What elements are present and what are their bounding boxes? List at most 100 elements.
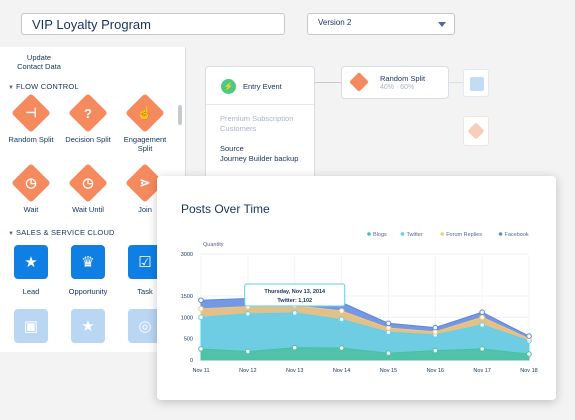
- legend-label: Blogs: [373, 232, 387, 238]
- lead-icon: ★: [14, 245, 48, 279]
- case-icon: ▣: [14, 309, 48, 343]
- legend-swatch: [367, 232, 371, 236]
- x-tick-label: Nov 18: [520, 368, 537, 374]
- decision-split-tool[interactable]: ? Decision Split: [60, 93, 116, 144]
- point-blogs: [338, 345, 345, 351]
- point-facebook: [432, 324, 439, 331]
- source-label: Source: [220, 144, 244, 153]
- join-tool[interactable]: ⋗ Join: [117, 163, 173, 214]
- tooltip-value: Twitter: 1,102: [277, 298, 312, 304]
- tool-label: Join: [138, 205, 152, 214]
- add-mem-tool[interactable]: ◎ Add Mem: [117, 309, 173, 352]
- engagement-split-icon: ☝: [125, 93, 165, 133]
- decision-split-icon: ?: [68, 93, 108, 133]
- version-select-value: Version 2: [318, 18, 352, 27]
- tool-label: Wait: [23, 205, 39, 214]
- legend-label: Facebook: [505, 232, 529, 238]
- point-blogs: [385, 350, 392, 356]
- point-facebook: [479, 309, 485, 316]
- split-icon: [467, 122, 485, 140]
- x-tick-label: Nov 15: [380, 368, 397, 374]
- tool-label: Case: [3, 351, 59, 352]
- tool-label: Wait Until: [72, 205, 104, 214]
- tooltip-box: [244, 283, 346, 307]
- point-blogs: [245, 348, 251, 355]
- sales-service-label: SALES & SERVICE CLOUD: [16, 228, 115, 237]
- point-twitter: [198, 314, 204, 321]
- tool-label: Opportunity: [68, 287, 108, 296]
- point-facebook: [198, 297, 204, 304]
- x-tick-label: Nov 13: [286, 368, 303, 374]
- point-blogs: [291, 344, 298, 351]
- random-split-title: Random Split: [380, 74, 426, 83]
- posts-chart: 0 500 1000 1500 3000 Nov 11 Nov 12 Nov 13 Nov 14…: [181, 232, 538, 374]
- point-forum-replies: [385, 325, 392, 331]
- chevron-down-icon: [438, 22, 446, 27]
- task-tool[interactable]: ☑ Task: [117, 245, 173, 296]
- version-select[interactable]: Version 2: [307, 13, 455, 35]
- placeholder-node-orange[interactable]: [463, 116, 489, 146]
- wait-until-tool[interactable]: ◷ Wait Until: [60, 163, 116, 214]
- point-twitter: [291, 310, 298, 316]
- entry-event-row: ⚡ Entry Event: [206, 67, 314, 105]
- point-forum-replies: [198, 306, 204, 312]
- point-blogs: [526, 351, 532, 357]
- point-forum-replies: [338, 308, 345, 314]
- x-tick-label: Nov 17: [473, 368, 490, 374]
- tool-label: Lead: [22, 287, 40, 296]
- point-twitter: [479, 322, 485, 328]
- convert-lead-icon: ★: [71, 309, 105, 343]
- add-member-icon: ◎: [128, 309, 162, 343]
- update-contact-data-item[interactable]: Update Contact Data: [17, 53, 61, 71]
- random-split-node[interactable]: Random Split 40% · 60%: [341, 66, 449, 99]
- random-split-icon: ⊣: [11, 93, 51, 133]
- tool-label: Random Split: [8, 135, 54, 144]
- random-split-tool[interactable]: ⊣ Random Split: [3, 93, 59, 144]
- activity-icon: [470, 77, 484, 91]
- wait-until-icon: ◷: [68, 163, 108, 203]
- point-forum-replies: [479, 314, 485, 321]
- point-twitter: [245, 311, 251, 317]
- journey-title-input[interactable]: VIP Loyalty Program: [21, 13, 285, 35]
- flow-control-heading[interactable]: ▼ FLOW CONTROL: [8, 82, 79, 91]
- point-blogs: [198, 346, 204, 352]
- chart-title: Posts Over Time: [181, 202, 270, 216]
- legend-swatch: [440, 232, 445, 236]
- opportunity-icon: ♛: [71, 245, 105, 279]
- y-tick-label: 3000: [181, 252, 193, 258]
- tool-label: Decision Split: [65, 135, 111, 144]
- wait-tool[interactable]: ◷ Wait: [3, 163, 59, 214]
- entry-event-node[interactable]: ⚡ Entry Event Premium Subscription Custo…: [205, 66, 315, 181]
- point-blogs: [479, 346, 485, 352]
- source-value: Journey Builder backup: [220, 154, 299, 163]
- tool-label: Engagement Split: [123, 135, 167, 153]
- random-split-percent: 40% · 60%: [380, 84, 415, 91]
- engagement-split-tool[interactable]: ☝ Engagement Split: [117, 93, 173, 153]
- palette-scrollbar-thumb[interactable]: [178, 105, 182, 125]
- placeholder-node-blue[interactable]: [463, 69, 489, 97]
- point-twitter: [338, 316, 345, 323]
- legend-swatch: [400, 232, 405, 236]
- y-tick-label: 1000: [181, 315, 193, 321]
- task-icon: ☑: [128, 245, 162, 279]
- x-tick-label: Nov 12: [239, 368, 256, 374]
- lead-tool[interactable]: ★ Lead: [3, 245, 59, 296]
- tool-label: Convert Lead: [60, 351, 116, 352]
- y-axis-label: Quantity: [203, 242, 224, 248]
- x-tick-label: Nov 14: [333, 368, 350, 374]
- random-split-icon: [349, 72, 369, 92]
- posts-over-time-card: Posts Over Time 0 500 1000 1500 3000 Nov 11 No…: [157, 176, 556, 400]
- legend-swatch: [498, 232, 503, 236]
- y-tick-label: 500: [184, 337, 193, 343]
- connector-line: [449, 82, 463, 83]
- legend-label: Twitter: [407, 232, 423, 238]
- sales-service-heading[interactable]: ▼ SALES & SERVICE CLOUD: [8, 228, 115, 237]
- chevron-down-icon: ▼: [8, 85, 15, 91]
- case-tool[interactable]: ▣ Case: [3, 309, 59, 352]
- flow-control-label: FLOW CONTROL: [16, 82, 79, 91]
- lightning-icon: ⚡: [221, 79, 236, 94]
- point-blogs: [432, 347, 439, 354]
- convert-lead-tool[interactable]: ★ Convert Lead: [60, 309, 116, 352]
- opportunity-tool[interactable]: ♛ Opportunity: [60, 245, 116, 296]
- tool-label: Task: [137, 287, 153, 296]
